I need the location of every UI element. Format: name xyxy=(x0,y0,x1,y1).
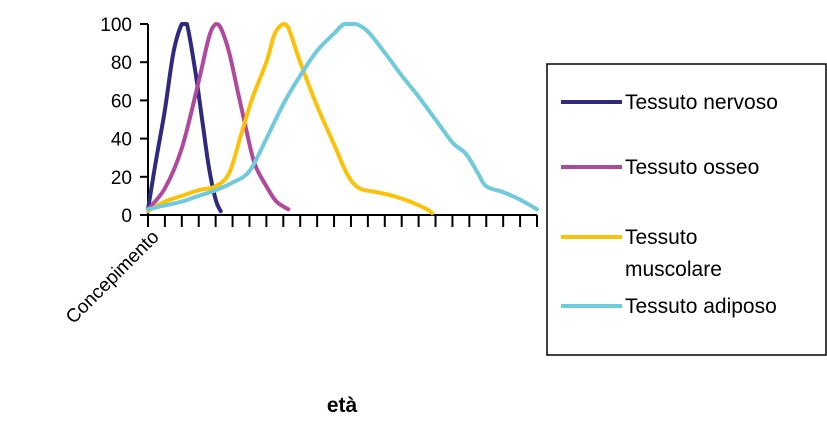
y-tick-label: 20 xyxy=(111,168,132,189)
legend-item-3: Tessuto adiposo xyxy=(561,295,777,318)
series-line-1 xyxy=(146,22,291,212)
legend-item-2: Tessuto muscolare xyxy=(561,226,722,281)
y-tick-label: 80 xyxy=(111,53,132,74)
legend-label: Tessuto nervoso xyxy=(625,91,778,114)
legend-items: Tessuto nervoso Tessuto osseo Tessuto musco… xyxy=(561,91,778,318)
series-line-2 xyxy=(146,22,435,216)
y-tick-label: 60 xyxy=(111,91,132,112)
y-tick-labels: 0 20 40 60 80 100 xyxy=(100,15,132,227)
legend-label-line: Tessuto xyxy=(625,226,697,249)
y-tick-label: 40 xyxy=(111,130,132,151)
x-start-label: Concepimento xyxy=(62,227,163,328)
legend-label-line: Tessuto nervoso xyxy=(625,91,778,114)
legend-item-1: Tessuto osseo xyxy=(561,156,759,179)
legend-label-line: Tessuto osseo xyxy=(625,156,759,179)
legend-label: Tessuto muscolare xyxy=(625,226,722,281)
y-tick-label: 0 xyxy=(121,206,132,227)
legend-label-line: Tessuto adiposo xyxy=(625,295,777,318)
legend: Tessuto nervoso Tessuto osseo Tessuto musco… xyxy=(546,63,827,356)
axes xyxy=(140,23,538,227)
legend-label-line: muscolare xyxy=(625,258,722,281)
series-line-0 xyxy=(146,21,223,214)
series-lines xyxy=(146,21,539,216)
series-line-3 xyxy=(146,21,539,212)
x-axis-label: età xyxy=(327,394,358,417)
y-tick-label: 100 xyxy=(100,15,132,36)
legend-item-0: Tessuto nervoso xyxy=(561,91,778,114)
legend-label: Tessuto osseo xyxy=(625,156,759,179)
legend-label: Tessuto adiposo xyxy=(625,295,777,318)
